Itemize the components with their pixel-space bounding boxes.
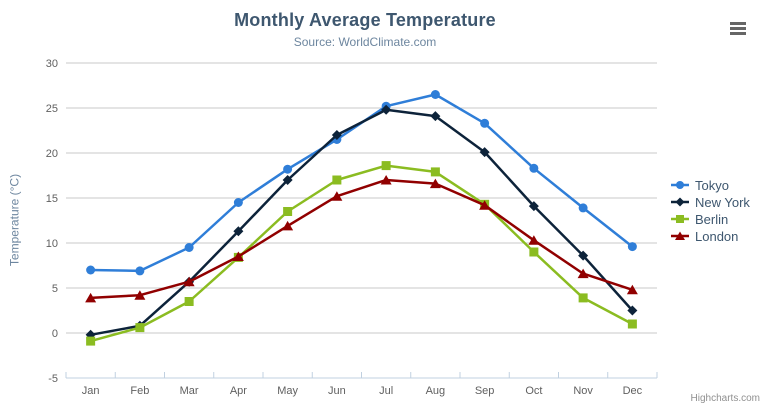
hamburger-icon [730,27,746,30]
legend-item-tokyo[interactable]: Tokyo [671,177,750,193]
data-point-london-sep[interactable] [479,200,491,210]
data-point-new-york-nov[interactable] [578,250,589,261]
x-axis-tick-label: Jan [82,385,100,397]
data-point-berlin-mar[interactable] [184,297,194,306]
series-line-berlin [89,164,634,343]
series-line-tokyo [89,93,634,273]
chart-title: Monthly Average Temperature [234,10,496,30]
data-point-london-mar[interactable] [183,276,195,287]
data-point-new-york-sep[interactable] [479,147,490,158]
legend-item-new-york[interactable]: New York [671,194,750,210]
x-axis-tick-label: May [277,385,298,397]
x-axis-tick-label: Dec [623,385,643,397]
legend-item-label: London [695,228,739,244]
data-point-berlin-nov[interactable] [578,293,588,303]
y-axis-tick-label: 15 [46,193,58,205]
data-point-new-york-aug[interactable] [430,111,441,122]
y-axis-tick-label: -5 [48,373,58,385]
data-point-tokyo-dec[interactable] [627,242,637,252]
x-axis-tick-label: Nov [573,385,593,397]
data-point-tokyo-feb[interactable] [135,266,145,276]
data-point-berlin-jan[interactable] [86,336,96,346]
y-axis-tick-label: 10 [46,238,58,250]
legend-item-label: New York [695,194,750,210]
y-axis-tick-label: 30 [46,58,58,70]
data-point-london-jul[interactable] [380,175,392,185]
hamburger-icon [730,32,746,35]
y-axis-tick-label: 20 [46,148,58,160]
x-axis-tick-label: Jul [379,385,393,397]
x-axis-tick-label: Mar [180,385,199,397]
legend-marker-circle-icon [671,181,689,189]
x-axis-tick-label: Apr [230,385,247,397]
legend-item-label: Berlin [695,211,729,227]
x-axis-tick-label: Oct [525,385,542,397]
data-point-berlin-may[interactable] [283,207,293,216]
data-point-berlin-feb[interactable] [135,323,145,333]
data-point-tokyo-sep[interactable] [480,118,490,128]
y-axis-tick-label: 0 [52,328,58,340]
data-point-berlin-oct[interactable] [529,247,539,257]
data-point-london-jan[interactable] [85,292,97,303]
legend: Tokyo New York Berlin London [671,177,750,245]
series-line-london [89,178,634,300]
data-point-london-oct[interactable] [528,235,540,245]
data-point-new-york-jul[interactable] [381,104,392,115]
data-point-tokyo-aug[interactable] [430,90,440,99]
x-axis-tick-label: Sep [475,385,495,397]
x-axis-tick-label: Feb [130,385,149,397]
y-axis-tick-label: 25 [46,103,58,115]
data-point-tokyo-mar[interactable] [184,243,194,252]
data-point-berlin-dec[interactable] [627,319,637,329]
y-axis-tick-label: 5 [52,283,58,295]
legend-marker-diamond-icon [671,197,689,207]
data-point-london-may[interactable] [282,220,294,231]
data-point-london-apr[interactable] [232,251,244,262]
data-point-berlin-aug[interactable] [430,167,440,177]
x-axis-tick-label: Jun [328,385,346,397]
data-point-new-york-apr[interactable] [233,226,244,237]
highcharts-credits[interactable]: Highcharts.com [690,393,760,404]
data-point-new-york-may[interactable] [282,175,293,185]
legend-marker-triangle-icon [671,231,689,240]
series-line-new-york [89,108,634,337]
x-axis-tick-label: Aug [426,385,446,397]
data-point-london-aug[interactable] [429,178,441,189]
legend-item-london[interactable]: London [671,228,750,244]
data-point-berlin-jul[interactable] [381,161,391,171]
data-point-london-nov[interactable] [577,268,589,279]
data-point-new-york-dec[interactable] [627,305,638,316]
data-point-new-york-oct[interactable] [528,201,539,212]
export-menu-button[interactable] [730,22,747,35]
legend-item-berlin[interactable]: Berlin [671,211,750,227]
data-point-london-feb[interactable] [134,290,146,300]
chart-subtitle: Source: WorldClimate.com [293,35,437,49]
legend-item-label: Tokyo [695,177,729,193]
data-point-london-jun[interactable] [331,191,343,201]
data-point-tokyo-oct[interactable] [529,163,539,173]
data-point-london-dec[interactable] [626,284,638,295]
data-point-new-york-jun[interactable] [331,130,342,140]
data-point-tokyo-may[interactable] [283,164,293,174]
data-point-tokyo-jan[interactable] [86,265,96,275]
data-point-tokyo-nov[interactable] [578,203,588,213]
legend-marker-square-icon [671,215,689,223]
data-point-berlin-jun[interactable] [332,175,342,185]
data-point-tokyo-apr[interactable] [233,198,243,207]
hamburger-icon [730,22,746,25]
